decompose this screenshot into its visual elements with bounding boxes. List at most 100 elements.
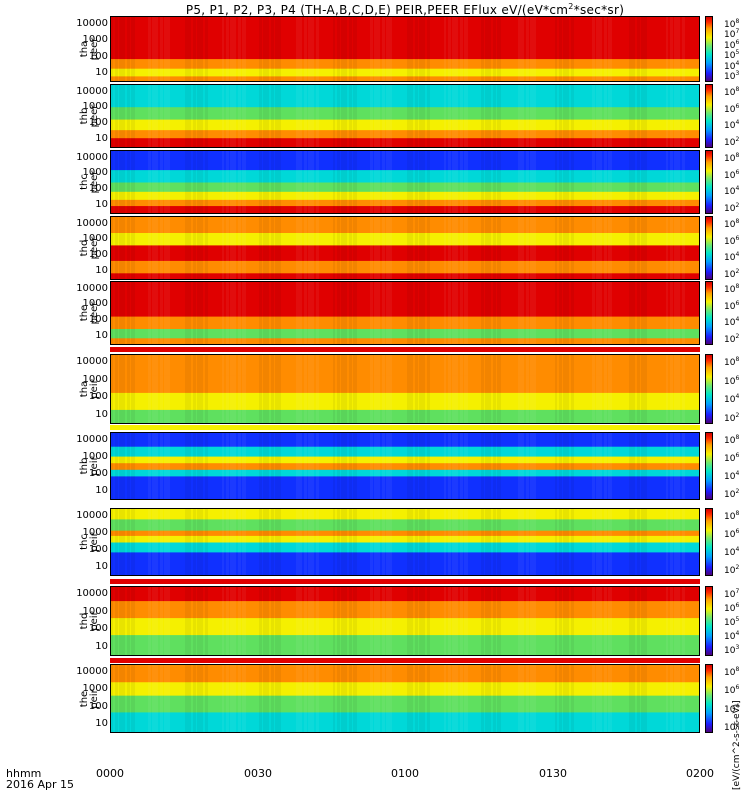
spectrogram-texture: [201, 587, 203, 655]
spectrogram-texture: [419, 85, 423, 147]
spectrogram-texture: [522, 217, 524, 279]
spectrogram-texture: [201, 151, 203, 213]
spectrogram-band: [111, 244, 699, 261]
spectrogram-texture: [674, 433, 678, 499]
spectrogram-texture: [423, 665, 425, 732]
y-tick: 100: [88, 117, 108, 129]
spectrogram-texture: [678, 17, 680, 81]
spectrogram-texture: [267, 217, 269, 279]
spectrogram-texture: [456, 587, 458, 655]
spectrogram-texture: [390, 217, 392, 279]
spectrogram-texture: [563, 17, 567, 81]
spectrogram-texture: [419, 665, 423, 732]
spectrogram-texture: [156, 355, 158, 423]
spectrogram-texture: [571, 355, 574, 423]
spectrogram-texture: [234, 85, 236, 147]
spectrogram-texture: [226, 217, 229, 279]
spectrogram-texture: [341, 17, 345, 81]
spectrogram-texture: [374, 85, 378, 147]
colorbar-tick: 108: [724, 283, 740, 295]
spectrogram-texture: [534, 282, 536, 344]
spectrogram-texture: [390, 665, 392, 732]
spectrogram-texture: [164, 85, 168, 147]
spectrogram-texture: [127, 85, 130, 147]
spectrogram-texture: [263, 217, 267, 279]
spectrogram-texture: [111, 509, 113, 575]
spectrogram-texture: [452, 85, 456, 147]
spectrogram-texture: [641, 355, 645, 423]
spectrogram-texture: [304, 587, 307, 655]
spectrogram-panel: [110, 586, 700, 656]
spectrogram-texture: [674, 665, 678, 732]
spectrogram-image: [111, 665, 699, 732]
y-tick: 10: [95, 199, 108, 210]
spectrogram-texture: [131, 282, 135, 344]
spectrogram-texture: [271, 17, 274, 81]
spectrogram-texture: [493, 509, 496, 575]
spectrogram-texture: [530, 217, 534, 279]
spectrogram-texture: [316, 85, 319, 147]
spectrogram-texture: [563, 282, 567, 344]
spectrogram-texture: [596, 217, 600, 279]
spectrogram-texture: [238, 433, 241, 499]
spectrogram-texture: [555, 433, 557, 499]
spectrogram-texture: [189, 355, 191, 423]
spectrogram-texture: [201, 433, 203, 499]
spectrogram-texture: [193, 509, 196, 575]
spectrogram-texture: [296, 217, 300, 279]
spectrogram-texture: [415, 282, 418, 344]
spectrogram-texture: [148, 17, 151, 81]
spectrogram-texture: [115, 587, 118, 655]
spectrogram-texture: [419, 151, 423, 213]
spectrogram-texture: [185, 85, 189, 147]
spectrogram-texture: [123, 587, 125, 655]
spectrogram-texture: [464, 433, 468, 499]
spectrogram-texture: [555, 151, 557, 213]
spectrogram-texture: [119, 665, 123, 732]
spectrogram-band: [111, 392, 699, 410]
spectrogram-texture: [275, 509, 279, 575]
spectrogram-texture: [526, 509, 529, 575]
spectrogram-texture: [637, 17, 640, 81]
spectrogram-texture: [567, 151, 569, 213]
y-tick: 1000: [82, 34, 108, 46]
spectrogram-texture: [608, 282, 612, 344]
spectrogram-texture: [234, 17, 236, 81]
colorbar-tick: 106: [724, 38, 740, 51]
spectrogram-texture: [279, 85, 281, 147]
spectrogram-texture: [563, 151, 567, 213]
spectrogram-texture: [234, 217, 236, 279]
spectrogram-texture: [185, 433, 189, 499]
spectrogram-texture: [185, 509, 189, 575]
spectrogram-texture: [608, 17, 612, 81]
spectrogram-texture: [312, 151, 314, 213]
spectrogram-texture: [156, 282, 158, 344]
spectrogram-texture: [259, 433, 262, 499]
spectrogram-texture: [530, 85, 534, 147]
spectrogram-texture: [168, 85, 170, 147]
spectrogram-texture: [300, 217, 302, 279]
spectrogram-texture: [238, 355, 241, 423]
spectrogram-texture: [596, 282, 600, 344]
y-tick: 1000: [82, 233, 108, 245]
y-tick: 100: [88, 468, 108, 480]
spectrogram-texture: [448, 85, 451, 147]
spectrogram-texture: [378, 433, 380, 499]
spectrogram-texture: [164, 433, 168, 499]
spectrogram-band: [111, 119, 699, 131]
spectrogram-texture: [493, 587, 496, 655]
spectrogram-texture: [374, 151, 378, 213]
spectrogram-texture: [374, 665, 378, 732]
spectrogram-texture: [674, 355, 678, 423]
colorbar: [705, 664, 713, 733]
spectrogram-texture: [645, 17, 647, 81]
y-tick: 100: [88, 391, 108, 403]
spectrogram-texture: [608, 85, 612, 147]
spectrogram-texture: [411, 217, 413, 279]
spectrogram-texture: [230, 355, 234, 423]
spectrogram-texture: [259, 217, 262, 279]
spectrogram-texture: [444, 509, 446, 575]
spectrogram-texture: [263, 151, 267, 213]
spectrogram-texture: [637, 433, 640, 499]
spectrogram-texture: [666, 355, 668, 423]
